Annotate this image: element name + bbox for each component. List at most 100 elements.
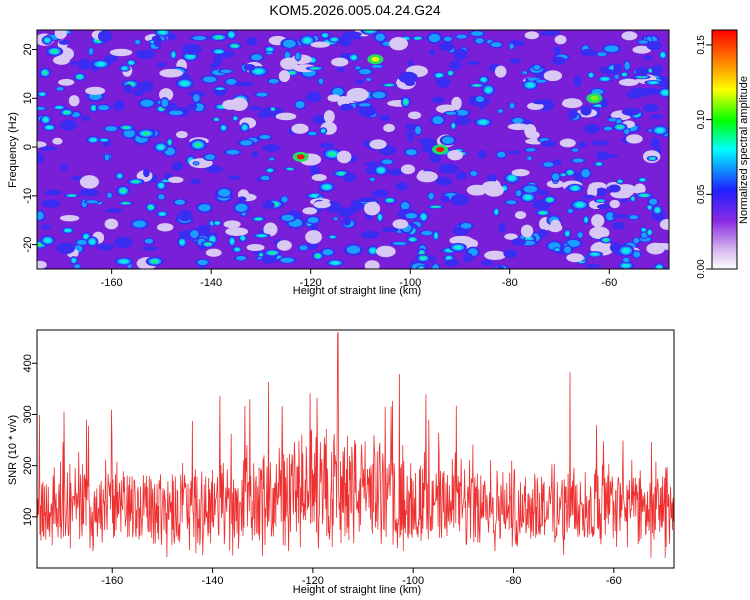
heatmap-cell xyxy=(571,186,579,191)
heatmap-cell xyxy=(432,116,444,125)
heatmap-cell xyxy=(511,238,526,246)
heatmap-cell xyxy=(97,105,110,111)
heatmap-cell xyxy=(303,37,311,44)
heatmap-cell xyxy=(609,199,620,209)
heatmap-cell xyxy=(342,31,362,38)
heatmap-cell xyxy=(607,184,621,193)
heatmap-cell xyxy=(515,190,522,197)
heatmap-cell xyxy=(366,77,372,82)
heatmap-cell xyxy=(44,189,63,196)
heatmap-cell xyxy=(503,249,518,259)
heatmap-cell xyxy=(591,214,605,228)
heatmap-cell xyxy=(408,111,422,120)
heatmap-cell xyxy=(540,30,561,36)
heatmap-cell xyxy=(506,200,517,205)
heatmap-cell xyxy=(589,73,593,77)
heatmap-cell xyxy=(622,247,630,254)
heatmap-cell xyxy=(649,81,658,84)
line-x-tick-label: -140 xyxy=(202,575,224,587)
heatmap-cell xyxy=(497,109,503,113)
heatmap-cell xyxy=(604,69,616,76)
heatmap-cell xyxy=(312,67,318,70)
heatmap-cell xyxy=(428,49,436,56)
heatmap-cell xyxy=(101,138,108,142)
heatmap-cell xyxy=(85,86,106,95)
heatmap-cell xyxy=(228,175,241,180)
heatmap-cell xyxy=(152,259,158,263)
heatmap-cell xyxy=(168,140,171,144)
heatmap-cell xyxy=(159,107,163,111)
colorbar-tick-label: 0.00 xyxy=(696,259,707,279)
heatmap-cell xyxy=(389,37,409,51)
heatmap-cell xyxy=(37,153,45,164)
heatmap-cell xyxy=(392,241,407,246)
heatmap-cell xyxy=(494,209,498,215)
heatmap-cell xyxy=(313,200,331,209)
heatmap-cell xyxy=(622,263,630,268)
heatmap-cell xyxy=(269,157,275,161)
heatmap-cell xyxy=(623,73,626,76)
line-y-tick-label: 300 xyxy=(22,405,34,423)
heatmap-cell xyxy=(339,103,354,111)
heatmap-cell xyxy=(573,75,582,88)
heatmap-cell xyxy=(470,171,478,176)
heatmap-y-axis-label: Frequency (Hz) xyxy=(7,112,19,188)
heatmap-cell xyxy=(659,218,669,230)
heatmap-cell xyxy=(121,66,128,70)
heatmap-cell xyxy=(190,178,201,185)
heatmap-cell xyxy=(171,52,175,58)
heatmap-cell xyxy=(209,62,218,68)
heatmap-cell xyxy=(299,245,308,251)
line-y-tick-label: 100 xyxy=(22,508,34,526)
heatmap-cell xyxy=(597,52,607,57)
heatmap-cell xyxy=(443,36,452,42)
heatmap-cell xyxy=(128,61,134,65)
colorbar-gradient xyxy=(711,29,738,270)
heatmap-y-tick-label: -20 xyxy=(22,237,34,253)
heatmap-cell xyxy=(453,48,468,61)
heatmap-cell xyxy=(618,180,622,183)
heatmap-cell xyxy=(597,163,601,165)
heatmap-cell xyxy=(387,168,406,176)
heatmap-cell xyxy=(611,213,629,219)
heatmap-cell xyxy=(351,55,357,60)
heatmap-cell xyxy=(295,101,305,109)
heatmap-cell xyxy=(508,175,516,181)
heatmap-cell xyxy=(158,194,165,200)
heatmap-cell xyxy=(123,129,135,138)
heatmap-cell xyxy=(479,120,488,125)
heatmap-cell xyxy=(230,238,234,244)
heatmap-cell xyxy=(619,198,628,203)
heatmap-cell xyxy=(581,169,590,178)
heatmap-cell xyxy=(369,177,375,182)
heatmap-cell xyxy=(174,199,185,205)
heatmap-cell xyxy=(280,57,298,70)
heatmap-cell xyxy=(567,209,574,213)
heatmap-cell xyxy=(514,211,527,220)
heatmap-cell xyxy=(119,259,129,264)
heatmap-cell xyxy=(601,77,609,81)
heatmap-cell xyxy=(433,206,438,208)
heatmap-y-tick-label: 20 xyxy=(22,43,34,55)
line-x-tick-label: -160 xyxy=(101,575,123,587)
heatmap-cell xyxy=(484,250,506,260)
heatmap-cell xyxy=(511,169,530,177)
heatmap-cell xyxy=(580,48,597,57)
heatmap-cell xyxy=(52,49,57,53)
heatmap-cell xyxy=(59,119,78,131)
heatmap-cell xyxy=(404,100,407,104)
heatmap-cell xyxy=(481,181,501,192)
heatmap-cell xyxy=(566,239,580,247)
heatmap-cell xyxy=(553,46,561,55)
heatmap-cell xyxy=(548,198,552,202)
heatmap-cell xyxy=(290,71,294,74)
heatmap-cell xyxy=(161,98,169,107)
heatmap-cell xyxy=(358,105,377,118)
heatmap-cell xyxy=(475,38,484,44)
heatmap-cell xyxy=(598,200,603,202)
heatmap-cell xyxy=(355,79,364,85)
heatmap-cell xyxy=(79,188,99,197)
heatmap-cell xyxy=(89,138,97,142)
heatmap-cell xyxy=(226,149,240,155)
heatmap-cell xyxy=(608,118,618,122)
